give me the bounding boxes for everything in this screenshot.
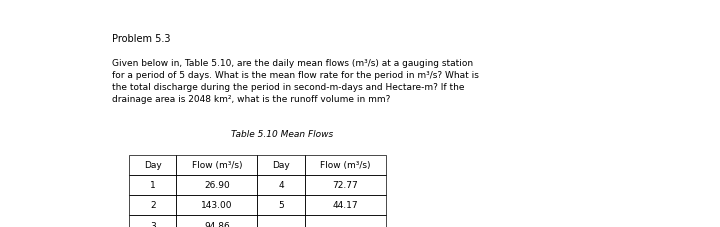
Text: 3: 3 — [150, 221, 156, 227]
Bar — [176, 175, 258, 195]
Text: 94.86: 94.86 — [204, 221, 230, 227]
Bar — [258, 175, 305, 195]
Bar — [176, 195, 258, 215]
Bar — [258, 215, 305, 227]
Text: 44.17: 44.17 — [333, 201, 358, 210]
Text: Given below in, Table 5.10, are the daily mean flows (m³/s) at a gauging station: Given below in, Table 5.10, are the dail… — [112, 59, 480, 104]
Text: 143.00: 143.00 — [201, 201, 233, 210]
Text: Day: Day — [144, 160, 162, 169]
Text: 26.90: 26.90 — [204, 180, 230, 190]
Text: Table 5.10 Mean Flows: Table 5.10 Mean Flows — [231, 129, 333, 138]
Bar — [129, 155, 176, 175]
Text: 1: 1 — [150, 180, 156, 190]
Bar — [305, 215, 386, 227]
Bar — [129, 195, 176, 215]
Bar — [129, 175, 176, 195]
Bar — [305, 175, 386, 195]
Bar — [305, 155, 386, 175]
Text: Flow (m³/s): Flow (m³/s) — [192, 160, 242, 169]
Text: 4: 4 — [279, 180, 284, 190]
Text: Problem 5.3: Problem 5.3 — [112, 34, 171, 44]
Bar — [305, 195, 386, 215]
Text: 5: 5 — [278, 201, 284, 210]
Bar — [258, 155, 305, 175]
Bar — [258, 195, 305, 215]
Bar — [176, 155, 258, 175]
Bar — [129, 215, 176, 227]
Bar — [176, 215, 258, 227]
Text: Day: Day — [272, 160, 290, 169]
Text: 72.77: 72.77 — [333, 180, 358, 190]
Text: 2: 2 — [150, 201, 156, 210]
Text: Flow (m³/s): Flow (m³/s) — [320, 160, 371, 169]
